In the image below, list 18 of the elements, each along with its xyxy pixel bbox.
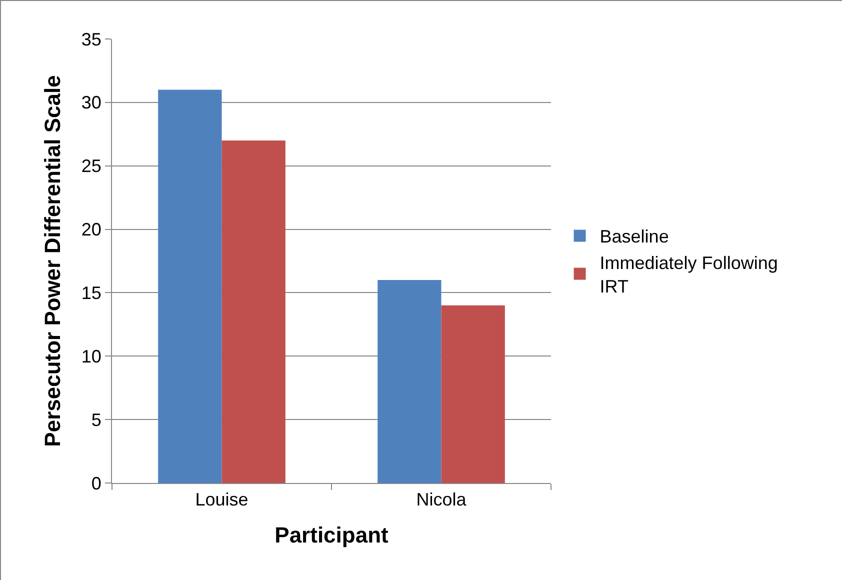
y-tick-label: 5 <box>91 410 102 430</box>
legend-label: Baseline <box>600 226 669 247</box>
y-tick-label: 0 <box>91 473 102 494</box>
y-tick-label: 35 <box>81 29 102 50</box>
y-tick-label: 20 <box>81 220 102 240</box>
x-tick-label: Nicola <box>416 490 468 510</box>
y-tick-label: 25 <box>81 156 102 176</box>
y-axis-title: Persecutor Power Differential Scale <box>40 75 66 447</box>
x-axis-title: Participant <box>274 522 390 548</box>
legend-label: Immediately Following IRT <box>600 253 778 297</box>
bar <box>222 140 286 483</box>
bar <box>441 305 505 483</box>
y-tick-label: 10 <box>81 346 102 366</box>
bar <box>378 280 442 483</box>
y-tick-label: 15 <box>81 283 102 304</box>
x-tick-label: Louise <box>195 490 248 510</box>
bar <box>158 90 222 483</box>
y-tick-label: 30 <box>81 92 102 113</box>
